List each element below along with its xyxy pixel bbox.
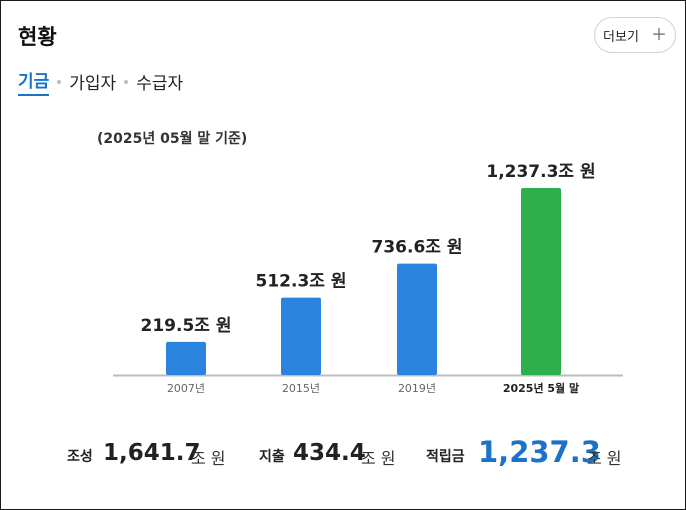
tab-subscribers[interactable]: 가입자 [69, 74, 117, 94]
expenditure-label: 지출 [259, 449, 285, 465]
tab-bar: 기금 가입자 수급자 [18, 67, 183, 96]
summary-row: 조성 1,641.7 조 원 지출 434.4 조 원 적립금 1,237.3 … [1, 435, 686, 473]
expenditure-value: 434.4 [293, 440, 366, 466]
x-tick-label-1: 2015년 [282, 382, 320, 395]
formation-value: 1,641.7 [103, 440, 201, 466]
tab-beneficiaries[interactable]: 수급자 [136, 74, 184, 94]
reserve-label: 적립금 [426, 449, 465, 465]
bar-2 [397, 263, 437, 375]
bar-value-label-3: 1,237.3조 원 [486, 162, 595, 182]
chart-basis-note: (2025년 05월 말 기준) [97, 131, 248, 147]
x-tick-label-2: 2019년 [398, 382, 436, 395]
more-button[interactable]: 더보기 ＋ [594, 17, 676, 53]
tab-separator [57, 79, 62, 84]
panel-title: 현황 [18, 25, 57, 49]
bar-0 [166, 341, 206, 375]
more-button-label: 더보기 [603, 29, 639, 45]
expenditure-unit: 조 원 [361, 449, 396, 468]
tab-fund[interactable]: 기금 [18, 67, 50, 96]
x-tick-label-0: 2007년 [167, 382, 205, 395]
bar-value-label-0: 219.5조 원 [141, 316, 232, 336]
x-tick-label-3: 2025년 5월 말 [503, 381, 579, 395]
formation-unit: 조 원 [191, 449, 226, 468]
reserve-unit: 조 원 [587, 449, 622, 468]
reserve-value: 1,237.3 [478, 435, 601, 469]
bar-value-label-2: 736.6조 원 [372, 238, 463, 258]
fund-bar-chart: 219.5조 원 2007년 512.3조 원 2015년 736.6조 원 2019년 1… [113, 162, 623, 395]
plus-icon: ＋ [650, 25, 667, 44]
formation-label: 조성 [67, 449, 93, 465]
bar-3 [521, 188, 561, 375]
bar-1 [281, 297, 321, 375]
tab-separator [124, 79, 129, 84]
bar-value-label-1: 512.3조 원 [256, 272, 347, 292]
